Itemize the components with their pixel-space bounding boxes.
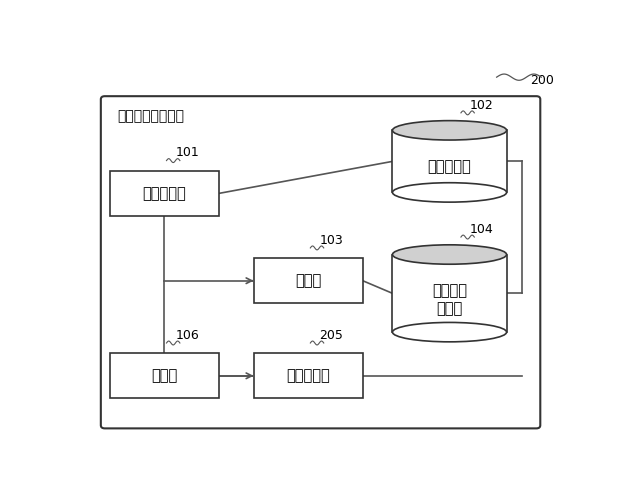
Ellipse shape <box>392 120 507 140</box>
Bar <box>253 259 363 303</box>
Text: 表示部: 表示部 <box>151 368 177 384</box>
Bar <box>392 131 507 193</box>
Ellipse shape <box>392 323 507 342</box>
Bar <box>110 353 219 398</box>
Bar <box>110 171 219 216</box>
Ellipse shape <box>392 245 507 264</box>
Ellipse shape <box>392 183 507 202</box>
Text: 200: 200 <box>530 74 554 87</box>
Bar <box>253 353 363 398</box>
Text: 映像入力部: 映像入力部 <box>143 186 186 201</box>
Text: 101: 101 <box>175 147 199 159</box>
Text: 追跡部: 追跡部 <box>295 273 321 288</box>
Text: 映像保持部: 映像保持部 <box>428 159 472 174</box>
Text: 映像解析システム: 映像解析システム <box>117 109 184 123</box>
Text: 205: 205 <box>319 329 343 342</box>
Text: 103: 103 <box>319 234 343 247</box>
Text: 解析情報
記憶部: 解析情報 記憶部 <box>432 283 467 316</box>
FancyBboxPatch shape <box>101 96 540 428</box>
Text: 104: 104 <box>470 223 493 236</box>
Bar <box>392 255 507 332</box>
Text: 106: 106 <box>175 329 199 342</box>
Text: 102: 102 <box>470 99 493 112</box>
Text: 表示制御部: 表示制御部 <box>286 368 330 384</box>
